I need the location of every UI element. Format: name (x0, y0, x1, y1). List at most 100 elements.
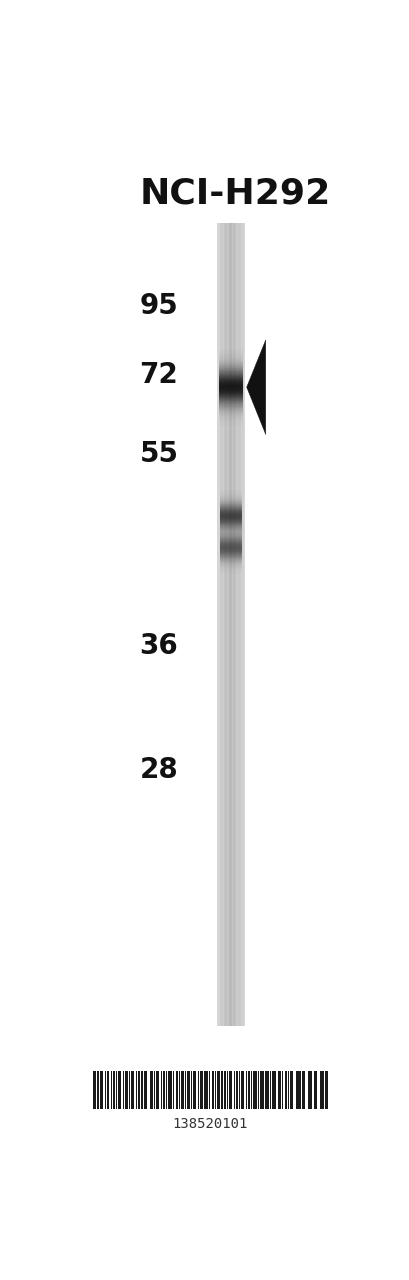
Bar (221, 223, 222, 1025)
Bar (234, 223, 235, 1025)
Bar (235, 1071, 237, 1108)
Bar (235, 223, 236, 1025)
Text: 36: 36 (139, 632, 178, 660)
Bar (218, 223, 219, 1025)
Bar (202, 1071, 203, 1108)
Bar (238, 223, 239, 1025)
Bar (306, 1071, 307, 1108)
Bar (237, 223, 238, 1025)
Bar (166, 1071, 167, 1108)
Bar (242, 223, 243, 1025)
Bar (308, 1071, 310, 1108)
Bar (178, 1071, 179, 1108)
Bar (225, 223, 226, 1025)
Bar (221, 1071, 222, 1108)
Bar (253, 1071, 256, 1108)
Bar (282, 1071, 283, 1108)
Text: 55: 55 (139, 440, 178, 468)
Bar (224, 223, 225, 1025)
Bar (247, 1071, 249, 1108)
Bar (180, 1071, 184, 1108)
Bar (227, 223, 228, 1025)
Bar (175, 1071, 178, 1108)
Bar (129, 1071, 130, 1108)
Bar (105, 1071, 106, 1108)
Bar (238, 1071, 240, 1108)
Bar (97, 1071, 99, 1108)
Bar (239, 223, 240, 1025)
Bar (270, 1071, 271, 1108)
Bar (228, 1071, 231, 1108)
Bar (284, 1071, 286, 1108)
Bar (228, 223, 229, 1025)
Bar (239, 223, 240, 1025)
Bar (287, 1071, 288, 1108)
Bar (228, 223, 229, 1025)
Bar (220, 223, 221, 1025)
Bar (277, 1071, 280, 1108)
Bar (193, 1071, 196, 1108)
Bar (116, 1071, 117, 1108)
Bar (323, 1071, 324, 1108)
Bar (118, 1071, 121, 1108)
Bar (245, 1071, 246, 1108)
Bar (156, 1071, 159, 1108)
Bar (226, 1071, 227, 1108)
Bar (301, 1071, 304, 1108)
Bar (216, 1071, 220, 1108)
Bar (217, 223, 218, 1025)
Bar (240, 1071, 244, 1108)
Polygon shape (246, 340, 265, 434)
Text: 28: 28 (139, 755, 178, 783)
Bar (131, 1071, 134, 1108)
Bar (214, 1071, 215, 1108)
Bar (99, 1071, 103, 1108)
Bar (137, 1071, 140, 1108)
Bar (110, 1071, 111, 1108)
Bar (150, 1071, 153, 1108)
Text: 72: 72 (139, 361, 178, 389)
Bar (148, 1071, 149, 1108)
Bar (160, 1071, 161, 1108)
Bar (185, 1071, 186, 1108)
Text: NCI-H292: NCI-H292 (139, 177, 330, 210)
Bar (187, 1071, 189, 1108)
Bar (235, 223, 236, 1025)
Bar (294, 1071, 295, 1108)
Bar (296, 1071, 298, 1108)
Bar (311, 1071, 312, 1108)
Bar (211, 1071, 213, 1108)
Bar (209, 1071, 210, 1108)
Bar (219, 223, 220, 1025)
Bar (240, 223, 241, 1025)
Bar (241, 223, 242, 1025)
Bar (265, 1071, 268, 1108)
Bar (237, 223, 238, 1025)
Bar (236, 223, 237, 1025)
Bar (223, 223, 224, 1025)
Bar (223, 223, 224, 1025)
Bar (319, 1071, 322, 1108)
Bar (197, 1071, 198, 1108)
Bar (299, 1071, 300, 1108)
Bar (153, 1071, 155, 1108)
Bar (125, 1071, 128, 1108)
Bar (231, 223, 232, 1025)
Bar (318, 1071, 319, 1108)
Bar (222, 223, 223, 1025)
Bar (173, 1071, 174, 1108)
Bar (123, 1071, 124, 1108)
Bar (232, 223, 233, 1025)
Bar (190, 1071, 191, 1108)
Bar (107, 1071, 109, 1108)
Bar (289, 1071, 292, 1108)
Bar (313, 1071, 316, 1108)
Bar (227, 223, 228, 1025)
Bar (231, 223, 232, 1025)
Text: 95: 95 (139, 292, 178, 320)
Bar (275, 1071, 276, 1108)
Bar (229, 223, 230, 1025)
Bar (168, 1071, 171, 1108)
Bar (272, 1071, 274, 1108)
Bar (240, 223, 241, 1025)
